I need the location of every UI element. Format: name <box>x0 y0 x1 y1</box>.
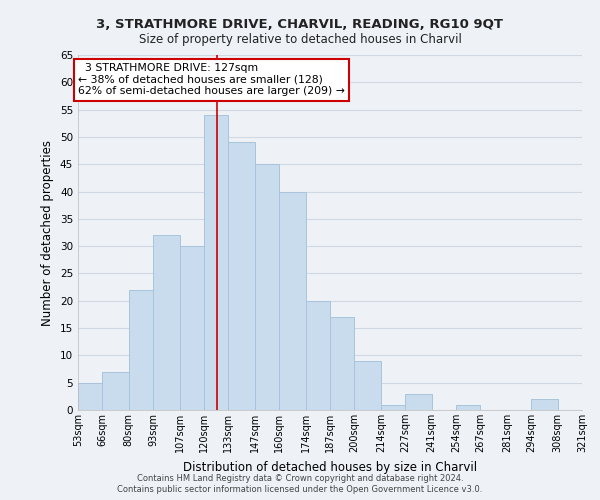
X-axis label: Distribution of detached houses by size in Charvil: Distribution of detached houses by size … <box>183 460 477 473</box>
Bar <box>153 235 179 410</box>
Bar <box>204 115 229 410</box>
Text: Contains HM Land Registry data © Crown copyright and database right 2024.
Contai: Contains HM Land Registry data © Crown c… <box>118 474 482 494</box>
Bar <box>179 246 204 410</box>
Bar <box>229 142 255 410</box>
Bar <box>129 290 153 410</box>
Bar <box>279 192 305 410</box>
Bar <box>78 382 103 410</box>
Bar <box>330 317 355 410</box>
Bar <box>531 399 557 410</box>
Bar <box>405 394 431 410</box>
Bar <box>456 404 481 410</box>
Bar <box>103 372 129 410</box>
Bar <box>381 404 405 410</box>
Text: 3 STRATHMORE DRIVE: 127sqm  
← 38% of detached houses are smaller (128)
62% of s: 3 STRATHMORE DRIVE: 127sqm ← 38% of deta… <box>78 63 345 96</box>
Bar <box>305 301 330 410</box>
Bar <box>255 164 279 410</box>
Bar <box>355 361 381 410</box>
Text: Size of property relative to detached houses in Charvil: Size of property relative to detached ho… <box>139 32 461 46</box>
Text: 3, STRATHMORE DRIVE, CHARVIL, READING, RG10 9QT: 3, STRATHMORE DRIVE, CHARVIL, READING, R… <box>97 18 503 30</box>
Y-axis label: Number of detached properties: Number of detached properties <box>41 140 55 326</box>
